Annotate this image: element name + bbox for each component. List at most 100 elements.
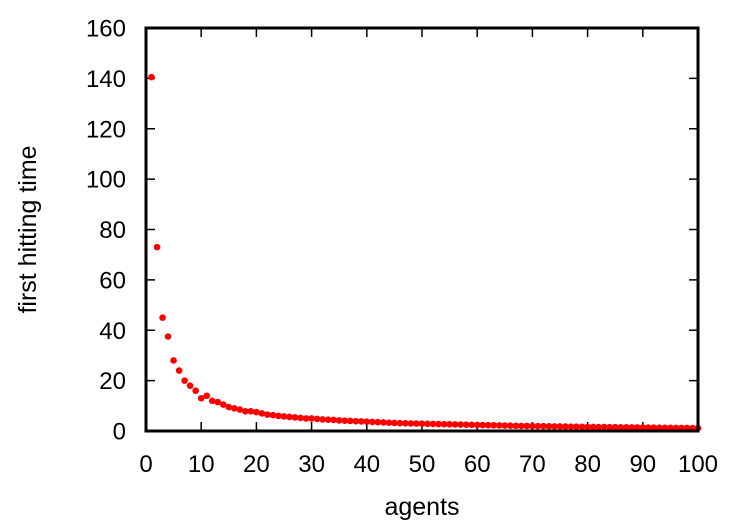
data-point <box>556 423 564 430</box>
data-point <box>429 420 437 428</box>
data-point <box>192 387 199 395</box>
data-point <box>335 417 343 424</box>
data-point <box>606 423 613 431</box>
data-point <box>208 397 216 405</box>
y-axis-label: first hitting time <box>14 145 42 313</box>
y-tick-label: 100 <box>86 167 126 194</box>
data-point <box>418 420 426 427</box>
data-point <box>462 421 470 429</box>
x-tick-label: 90 <box>629 451 656 478</box>
x-axis-label: agents <box>384 493 459 521</box>
data-point <box>269 411 277 419</box>
x-tick-label: 40 <box>353 451 380 478</box>
data-point <box>319 416 326 423</box>
data-point <box>380 419 387 426</box>
data-point <box>231 405 238 412</box>
y-tick-labels: 0 20 40 60 80 100 120 140 160 <box>86 16 126 446</box>
data-point <box>286 413 293 421</box>
data-point <box>203 392 211 400</box>
data-point <box>302 415 310 422</box>
data-point <box>148 73 155 81</box>
data-point <box>495 422 503 429</box>
data-point <box>374 418 382 426</box>
y-tick-label: 120 <box>86 116 126 143</box>
data-point <box>628 424 636 431</box>
x-tick-label: 70 <box>519 451 546 478</box>
data-point <box>153 243 161 251</box>
ticks-layer <box>145 27 699 432</box>
data-point <box>600 423 608 431</box>
data-point <box>253 408 260 416</box>
data-point <box>170 357 177 364</box>
data-point <box>545 423 553 430</box>
data-point <box>186 382 194 389</box>
data-point <box>611 423 619 431</box>
data-point <box>407 420 415 427</box>
data-point <box>573 423 580 431</box>
data-point <box>357 418 365 425</box>
data-points <box>148 73 702 432</box>
data-point <box>645 424 652 431</box>
data-point <box>534 422 542 430</box>
data-point <box>440 420 448 428</box>
y-tick-label: 140 <box>86 66 126 93</box>
x-tick-label: 20 <box>243 451 270 478</box>
data-point <box>656 424 663 432</box>
y-tick-label: 60 <box>99 267 126 294</box>
data-point <box>512 422 520 430</box>
data-point <box>567 423 575 431</box>
data-point <box>369 418 376 426</box>
x-tick-label: 30 <box>298 451 325 478</box>
data-point <box>214 398 222 406</box>
y-tick-label: 160 <box>86 16 126 43</box>
y-tick-label: 20 <box>99 368 126 395</box>
data-point <box>330 416 337 424</box>
x-tick-label: 100 <box>678 451 718 478</box>
data-point <box>617 424 625 431</box>
data-point <box>540 422 547 430</box>
data-point <box>341 417 349 424</box>
y-tick-label: 0 <box>113 419 126 446</box>
data-point <box>275 412 282 420</box>
data-point <box>324 416 332 423</box>
data-point <box>352 417 360 425</box>
data-point <box>280 413 288 420</box>
data-point <box>181 377 188 384</box>
data-point <box>490 422 498 429</box>
data-point <box>197 394 205 402</box>
data-point <box>313 415 321 423</box>
data-point <box>551 423 558 430</box>
data-point <box>291 414 299 421</box>
data-point <box>501 422 509 429</box>
data-point <box>578 423 586 431</box>
data-point <box>391 419 398 427</box>
data-point <box>308 415 315 422</box>
data-point <box>518 422 525 430</box>
data-point <box>479 421 487 429</box>
data-point <box>650 424 658 432</box>
data-point <box>622 424 630 431</box>
x-tick-label: 80 <box>574 451 601 478</box>
x-tick-label: 10 <box>188 451 215 478</box>
x-tick-label: 0 <box>139 451 152 478</box>
data-point <box>225 403 233 411</box>
data-point <box>468 421 475 429</box>
data-point <box>346 417 354 425</box>
y-tick-label: 40 <box>99 318 126 345</box>
data-point <box>385 419 393 426</box>
plot-frame <box>144 26 700 433</box>
data-point <box>529 422 536 430</box>
x-tick-label: 50 <box>409 451 436 478</box>
y-tick-label: 80 <box>99 217 126 244</box>
data-point <box>264 411 271 418</box>
data-point <box>589 423 597 431</box>
data-point <box>584 423 591 431</box>
data-point <box>236 406 244 413</box>
data-point <box>242 408 249 415</box>
data-point <box>402 420 409 427</box>
data-point <box>435 420 442 428</box>
data-point <box>639 424 647 431</box>
data-point <box>413 420 420 427</box>
